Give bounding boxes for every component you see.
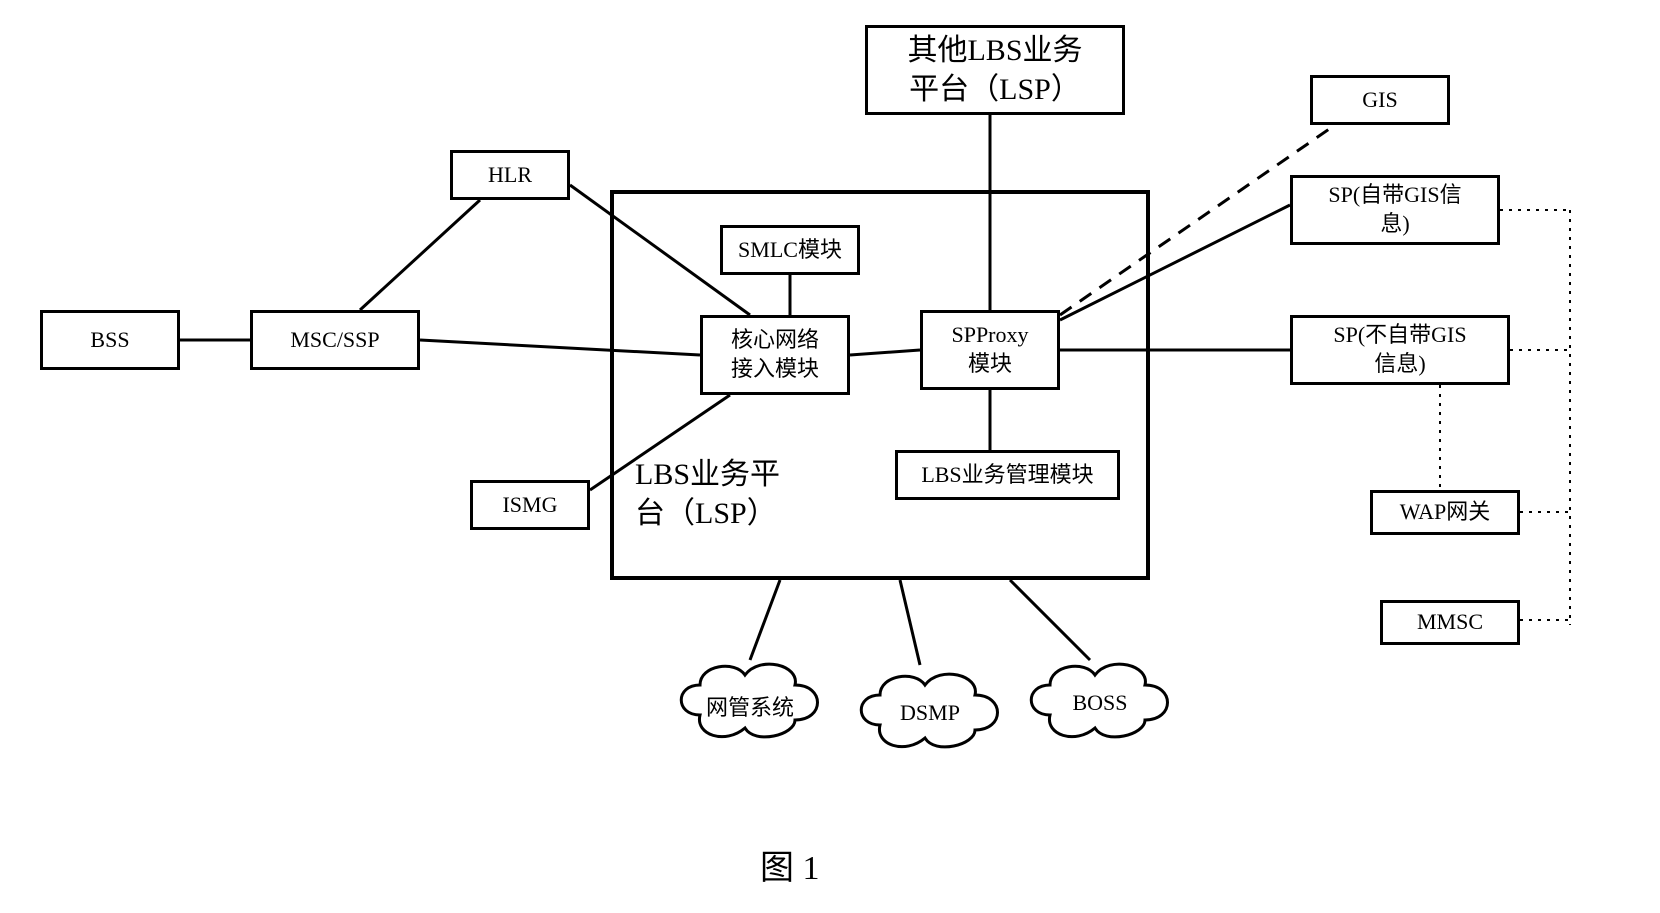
label: MMSC	[1417, 608, 1483, 637]
node-lbs-mgmt: LBS业务管理模块	[895, 450, 1120, 500]
label: 核心网络 接入模块	[731, 326, 819, 383]
label: HLR	[488, 161, 532, 190]
node-other-lsp: 其他LBS业务 平台（LSP）	[865, 25, 1125, 115]
node-bss: BSS	[40, 310, 180, 370]
cloud-netmgmt-label: 网管系统	[680, 690, 820, 722]
node-sp-no-gis: SP(不自带GIS 信息)	[1290, 315, 1510, 385]
node-hlr: HLR	[450, 150, 570, 200]
label: LBS业务管理模块	[921, 461, 1093, 490]
label: SMLC模块	[738, 236, 842, 265]
label: WAP网关	[1400, 498, 1490, 527]
label: 其他LBS业务 平台（LSP）	[907, 31, 1082, 109]
node-spproxy: SPProxy 模块	[920, 310, 1060, 390]
diagram-canvas: BSS MSC/SSP HLR ISMG SMLC模块 核心网络 接入模块 SP…	[0, 0, 1660, 913]
label: BSS	[90, 326, 129, 355]
figure-caption: 图 1	[760, 840, 820, 889]
node-msc-ssp: MSC/SSP	[250, 310, 420, 370]
cloud-dsmp-label: DSMP	[860, 700, 1000, 726]
label: GIS	[1362, 86, 1397, 115]
node-core-access: 核心网络 接入模块	[700, 315, 850, 395]
node-sp-with-gis: SP(自带GIS信 息)	[1290, 175, 1500, 245]
node-gis: GIS	[1310, 75, 1450, 125]
cloud-boss-label: BOSS	[1030, 690, 1170, 716]
node-mmsc: MMSC	[1380, 600, 1520, 645]
lsp-platform-label: LBS业务平 台（LSP）	[635, 455, 780, 533]
label: SP(自带GIS信 息)	[1328, 181, 1461, 238]
node-wap-gateway: WAP网关	[1370, 490, 1520, 535]
node-smlc: SMLC模块	[720, 225, 860, 275]
label: ISMG	[502, 491, 557, 520]
label: SP(不自带GIS 信息)	[1333, 321, 1466, 378]
label: SPProxy 模块	[951, 321, 1028, 378]
node-ismg: ISMG	[470, 480, 590, 530]
label: MSC/SSP	[290, 326, 379, 355]
